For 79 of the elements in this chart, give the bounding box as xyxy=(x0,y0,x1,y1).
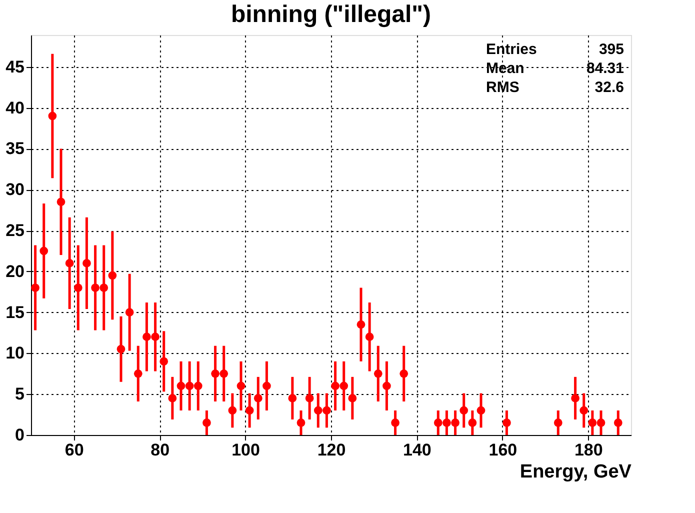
point xyxy=(391,418,400,427)
point xyxy=(160,357,168,366)
point xyxy=(374,369,382,378)
y-tick-label: 10 xyxy=(6,344,24,363)
point xyxy=(614,418,622,427)
point xyxy=(322,406,331,415)
point xyxy=(168,394,177,402)
point xyxy=(460,406,468,415)
point xyxy=(176,382,186,390)
point xyxy=(356,320,366,329)
point xyxy=(596,418,606,427)
point xyxy=(400,369,408,378)
point xyxy=(580,406,588,415)
x-axis-title: Energy, GeV xyxy=(520,462,632,482)
point xyxy=(82,259,91,268)
y-tick-label: 5 xyxy=(15,384,24,404)
point xyxy=(125,308,134,316)
point xyxy=(245,406,254,415)
point xyxy=(296,418,306,427)
point xyxy=(151,332,160,342)
y-tick-label: 20 xyxy=(6,262,24,281)
point xyxy=(56,198,66,206)
y-tick-label: 15 xyxy=(6,302,24,322)
x-tick-label: 80 xyxy=(150,440,170,460)
point xyxy=(442,418,451,427)
point xyxy=(48,112,57,120)
x-tick-label: 100 xyxy=(232,440,260,460)
y-tick-label: 0 xyxy=(15,426,24,444)
point xyxy=(348,394,357,402)
point xyxy=(476,406,486,415)
point xyxy=(116,344,126,354)
point xyxy=(40,246,48,256)
point xyxy=(31,284,40,292)
x-tick-label: 60 xyxy=(64,440,84,460)
point xyxy=(588,418,597,427)
point xyxy=(382,382,391,390)
annotation: 84.31 xyxy=(586,60,624,77)
annotation: 32.6 xyxy=(594,79,624,96)
point xyxy=(228,406,237,415)
point xyxy=(236,382,246,390)
point xyxy=(142,332,151,342)
x-tick-label: 180 xyxy=(574,440,603,460)
point xyxy=(134,369,142,378)
point xyxy=(74,284,82,292)
x-tick-label: 120 xyxy=(317,440,346,460)
point xyxy=(365,332,374,342)
point xyxy=(288,394,297,402)
y-tick-label: 45 xyxy=(6,57,24,76)
point xyxy=(434,418,442,427)
point xyxy=(91,284,100,292)
point xyxy=(254,394,262,402)
x-tick-label: 140 xyxy=(403,440,432,460)
point xyxy=(571,394,580,402)
y-tick-label: 30 xyxy=(6,180,24,200)
point xyxy=(262,382,271,390)
x-tick-label: 160 xyxy=(488,440,518,460)
point xyxy=(211,369,220,378)
point xyxy=(202,418,211,427)
point xyxy=(451,418,460,427)
point xyxy=(340,382,348,390)
point xyxy=(108,271,117,280)
point xyxy=(468,418,477,427)
y-tick-label: 40 xyxy=(6,98,24,118)
point xyxy=(194,382,202,390)
point xyxy=(220,369,228,378)
point xyxy=(554,418,562,427)
point xyxy=(502,418,511,427)
chart-title: binning ("illegal") xyxy=(230,1,432,28)
point xyxy=(65,259,74,268)
point xyxy=(331,382,340,390)
point xyxy=(314,406,322,415)
point xyxy=(305,394,314,402)
y-tick-label: 35 xyxy=(6,139,24,158)
annotation: RMS xyxy=(486,79,520,96)
annotation: Entries xyxy=(486,41,537,58)
point xyxy=(185,382,194,390)
annotation: 395 xyxy=(598,41,624,58)
point xyxy=(100,284,108,292)
y-tick-label: 25 xyxy=(6,221,24,240)
